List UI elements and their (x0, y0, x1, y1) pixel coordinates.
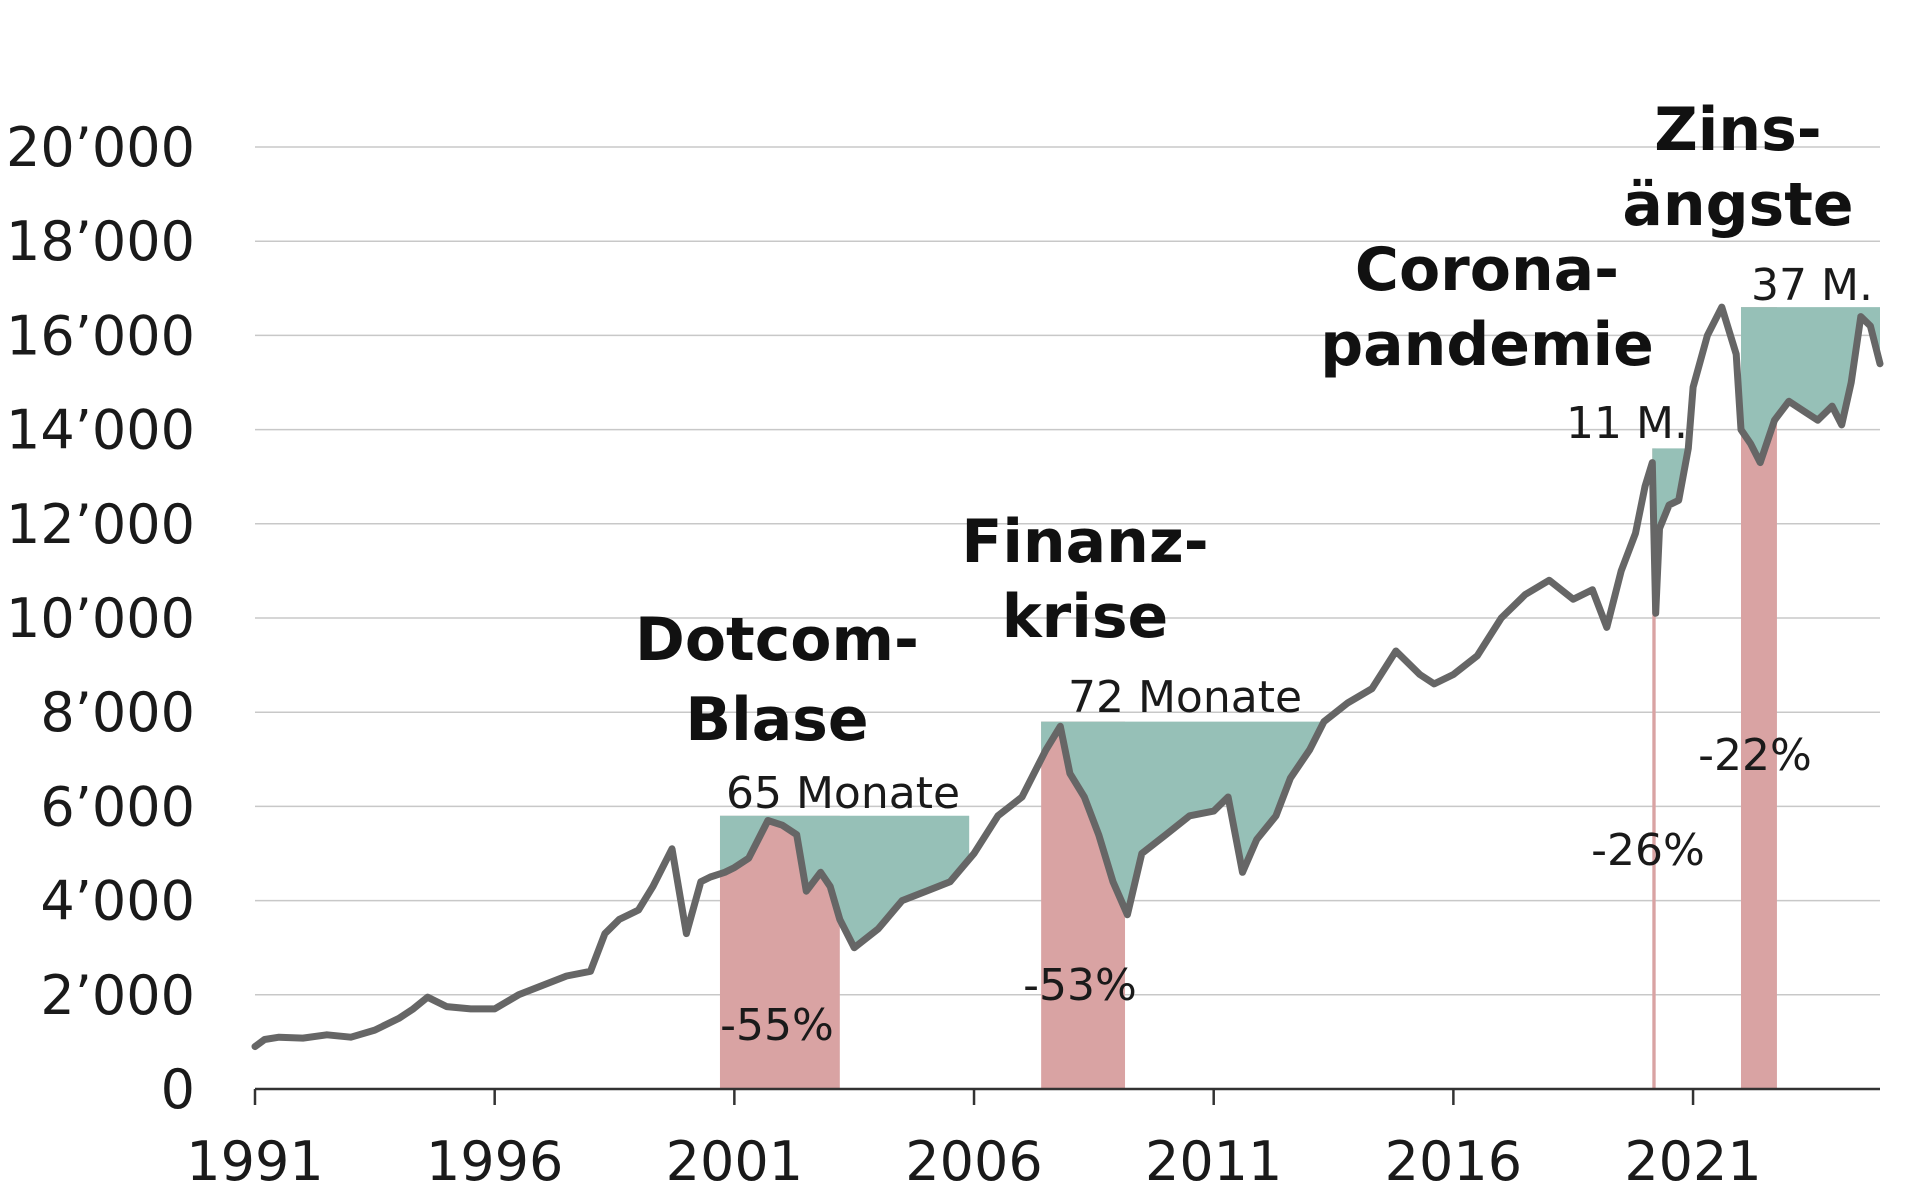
y-tick-label: 2’000 (40, 964, 195, 1027)
y-tick-label: 16’000 (6, 304, 195, 367)
drawdown-label: -22% (1698, 730, 1812, 781)
x-tick-label: 2011 (1145, 1130, 1282, 1193)
drawdown-label: -55% (720, 1000, 834, 1051)
label-layer: Dotcom- Blase 65 Monate -55% Finanz-krise 72 … (635, 95, 1873, 1051)
grid-layer (255, 146, 1880, 996)
axis-layer: 0 2’000 4’000 6’000 8’000 10’000 12’000 14’000 1… (6, 116, 1880, 1193)
duration-label: 72 Monate (1068, 672, 1302, 723)
x-tick-label: 1991 (186, 1130, 323, 1193)
x-tick-label: 2006 (905, 1130, 1042, 1193)
drawdown-bar (1652, 448, 1656, 1089)
event-name-line1: Finanz- (961, 507, 1208, 577)
x-tick-label: 2021 (1624, 1130, 1761, 1193)
event-name-line2: ängste (1622, 170, 1853, 240)
series-line (251, 303, 1884, 1051)
y-tick-label: 12’000 (6, 493, 195, 556)
duration-label: 11 M. (1566, 398, 1688, 449)
event-name-line2: krise (1002, 582, 1168, 652)
event-name-line2: Blase (685, 685, 868, 755)
duration-label: 65 Monate (726, 768, 960, 819)
drawdown-label: -26% (1591, 825, 1705, 876)
x-tick-label: 2001 (666, 1130, 803, 1193)
event-name-line2: pandemie (1320, 310, 1654, 380)
y-tick-label: 14’000 (6, 399, 195, 462)
y-tick-label: 20’000 (6, 116, 195, 179)
y-tick-label: 10’000 (6, 587, 195, 650)
x-tick-label: 2016 (1385, 1130, 1522, 1193)
line-layer (251, 303, 1884, 1051)
event-name-line1: Dotcom- (635, 605, 919, 675)
recovery-area (1741, 307, 1880, 462)
event-name-line1: Zins- (1654, 95, 1821, 165)
duration-label: 37 M. (1751, 260, 1873, 311)
y-tick-label: 8’000 (40, 681, 195, 744)
y-tick-label: 18’000 (6, 210, 195, 273)
y-tick-label: 4’000 (40, 870, 195, 933)
recovery-area (1652, 448, 1694, 613)
x-tick-label: 1996 (426, 1130, 563, 1193)
y-tick-label: 0 (161, 1058, 195, 1121)
drawdown-label: -53% (1023, 960, 1137, 1011)
y-tick-label: 6’000 (40, 775, 195, 838)
recovery-area (720, 815, 970, 946)
event-name-line1: Corona- (1355, 235, 1619, 305)
